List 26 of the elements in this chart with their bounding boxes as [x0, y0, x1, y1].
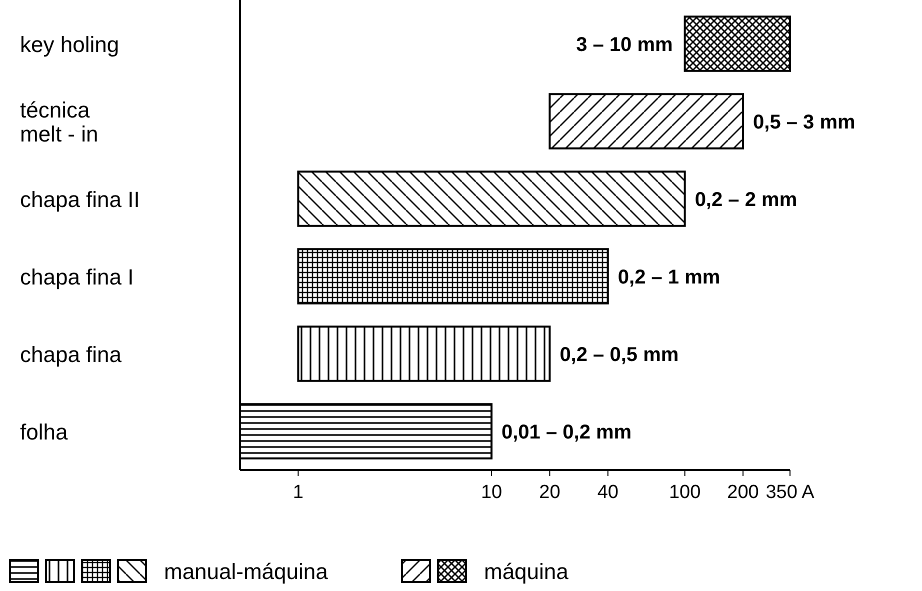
x-tick-label: 10: [480, 482, 502, 503]
y-tick-label: técnica melt - in: [20, 97, 98, 146]
bar: [297, 170, 686, 227]
x-tick-label: 1: [292, 482, 304, 503]
y-tick-label: chapa fina: [20, 342, 122, 367]
legend-label: manual-máquina: [164, 559, 329, 584]
x-tick-label: 100: [668, 482, 701, 503]
bar: [684, 16, 791, 72]
x-tick-label: 20: [539, 482, 560, 503]
annotation: 0,01 – 0,2 mm: [502, 421, 632, 444]
annotation: 0,5 – 3 mm: [753, 111, 856, 134]
annotation: 0,2 – 0,5 mm: [560, 344, 679, 366]
bar: [297, 326, 551, 382]
y-tick-label: chapa fina I: [20, 264, 134, 290]
legend-label: máquina: [484, 559, 570, 584]
y-tick-label: key holing: [20, 32, 120, 57]
bar: [548, 93, 744, 150]
bar: [297, 248, 609, 304]
y-tick-label: folha: [20, 419, 68, 444]
x-tick-label: 200: [727, 482, 759, 503]
x-tick-label: 40: [597, 482, 618, 503]
y-tick-label: chapa fina II: [20, 186, 140, 212]
annotation: 3 – 10 mm: [576, 34, 673, 56]
annotation: 0,2 – 1 mm: [618, 266, 720, 288]
x-tick-label: 350 A: [766, 482, 815, 503]
annotation: 0,2 – 2 mm: [694, 188, 798, 211]
